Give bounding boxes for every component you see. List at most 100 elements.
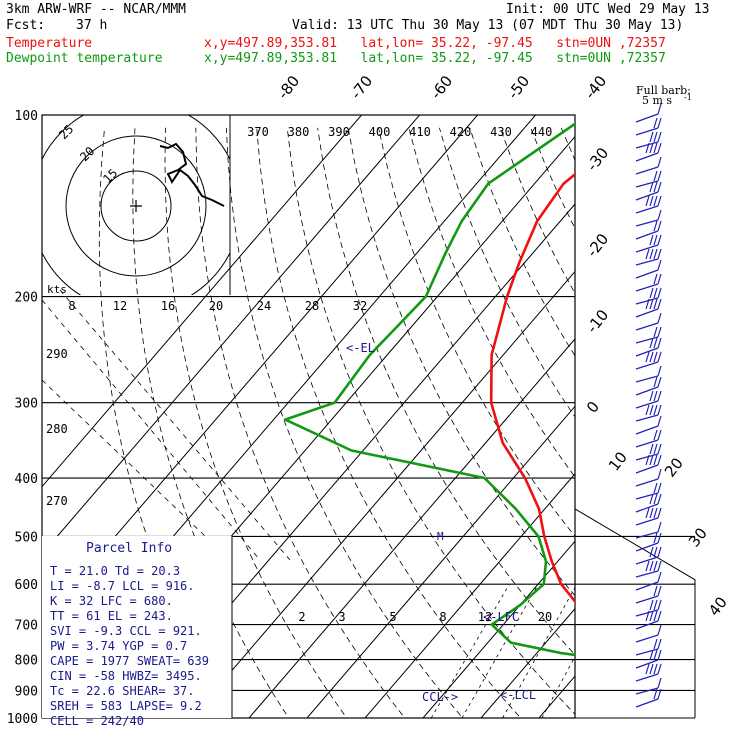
wind-barb: [635, 259, 662, 279]
dry-adiabat-line: [439, 127, 575, 418]
wind-barb-flag: [653, 376, 658, 388]
pressure-label: 600: [15, 578, 38, 593]
theta-label: 420: [450, 125, 472, 139]
wind-barb-flag: [657, 117, 662, 129]
isotherm-line: [248, 338, 575, 718]
wind-barb-flag: [657, 248, 662, 260]
dry-adiabat-line: [499, 127, 575, 294]
wind-barb-flag: [653, 443, 658, 455]
parcel-info-row: SVI = -9.3 CCL = 921.: [50, 624, 202, 638]
wind-barb-flag: [645, 142, 650, 154]
wind-barb: [635, 571, 662, 591]
wind-barb: [635, 454, 662, 474]
temperature-tick-label: 20: [661, 454, 687, 480]
wind-barb-flag: [645, 248, 650, 260]
wind-barb-flag: [657, 142, 662, 154]
isotherm-line: [655, 115, 740, 718]
wind-barb-flag: [657, 585, 662, 597]
mixing-ratio-lines: [430, 584, 575, 718]
pressure-label: 200: [15, 291, 38, 306]
theta-label: 400: [369, 125, 391, 139]
wind-barb-flag: [657, 454, 662, 466]
wind-barb: [635, 181, 662, 201]
wind-barb-staff: [635, 375, 659, 383]
plot-frame: [41, 114, 576, 719]
wind-barb: [635, 156, 662, 175]
wind-barb-flag: [657, 688, 662, 700]
wind-barb: [635, 599, 662, 617]
wind-barb: [635, 404, 662, 422]
wind-scale-label: 12: [113, 299, 127, 313]
wind-barb-flag: [653, 248, 658, 260]
wind-barb-flag: [657, 546, 662, 558]
wind-barb-staff: [635, 230, 659, 240]
temperature-tick-label: 0: [583, 398, 603, 417]
dry-adiabat-line: [286, 127, 575, 715]
wind-barb-flag: [657, 273, 662, 285]
wind-barb-staff: [635, 336, 659, 344]
wind-barb-flag: [645, 560, 650, 572]
wind-barb: [635, 117, 662, 136]
wind-barb-flag: [653, 181, 658, 193]
wind-barb-staff: [635, 180, 659, 188]
mixing-ratio-label: 3: [338, 610, 345, 624]
wind-barb-staff: [635, 166, 659, 175]
wind-barb-staff: [635, 531, 659, 539]
wind-barb: [635, 287, 662, 305]
temperature-legend: Temperature: [6, 36, 93, 51]
parcel-info-row: SREH = 583 LAPSE= 9.2: [50, 699, 202, 713]
isotherm-line: [42, 115, 362, 488]
wind-barb-flag: [657, 468, 662, 480]
wind-barb: [635, 638, 662, 656]
wind-barb-staff: [635, 556, 659, 565]
wind-barb-flag: [657, 209, 662, 221]
dewpoint-legend: Dewpoint temperature: [6, 51, 163, 66]
wind-barb-flag: [649, 404, 654, 416]
wind-barb-flag: [657, 298, 662, 310]
wind-barb-flag: [649, 287, 654, 299]
wind-barb-staff: [635, 244, 659, 253]
wind-barb: [635, 482, 662, 500]
wind-barb-staff: [635, 127, 659, 136]
dry-adiabat-line: [256, 127, 522, 718]
wind-barb-flag: [653, 638, 658, 650]
wind-barb-flag: [657, 599, 662, 611]
hodograph: [42, 115, 230, 295]
wind-barb: [635, 560, 662, 578]
hodograph-ring-label: 20: [77, 144, 97, 164]
parcel-info-row: CIN = -58 HWBZ= 3495.: [50, 669, 202, 683]
wind-barb: [635, 131, 662, 149]
wind-barb-flag: [657, 170, 662, 182]
wind-scale-label: 24: [257, 299, 271, 313]
dry-adiabat-line: [653, 128, 740, 731]
wind-barb: [635, 507, 662, 526]
dry-adiabat-line: [592, 128, 740, 731]
wind-barb-staff: [635, 492, 659, 500]
forecast-hour: 37 h: [76, 18, 108, 33]
hodograph-center: [130, 200, 142, 212]
wind-barb-flag: [649, 248, 654, 260]
wind-barb-staff: [635, 453, 659, 461]
init-time: Init: 00 UTC Wed 29 May 13: [506, 2, 710, 17]
temperature-tick-label: -10: [583, 306, 612, 336]
wind-scale-label: 32: [353, 299, 367, 313]
full-barb-label: Full barb:: [636, 84, 691, 97]
theta-label: 390: [328, 125, 350, 139]
wind-barb-flag: [657, 103, 662, 115]
wind-barb-flag: [657, 351, 662, 363]
wind-barb-flag: [653, 337, 658, 349]
wind-barb-flag: [645, 663, 650, 675]
wind-barb: [635, 248, 662, 266]
wind-barb-flag: [653, 454, 658, 466]
isotherm-line: [364, 473, 575, 718]
wind-barb: [635, 298, 662, 318]
parcel-info-background: [42, 536, 232, 718]
wind-scale-unit: kts: [47, 283, 67, 296]
hodograph-trace: [159, 142, 225, 207]
wind-barb-staff: [635, 297, 659, 305]
moist-adiabat-line: [42, 299, 261, 561]
wind-barb-flag: [653, 287, 658, 299]
full-barb-value: 5 m s: [642, 94, 672, 107]
secondary-lines: [42, 289, 291, 561]
wind-barb: [635, 585, 662, 604]
